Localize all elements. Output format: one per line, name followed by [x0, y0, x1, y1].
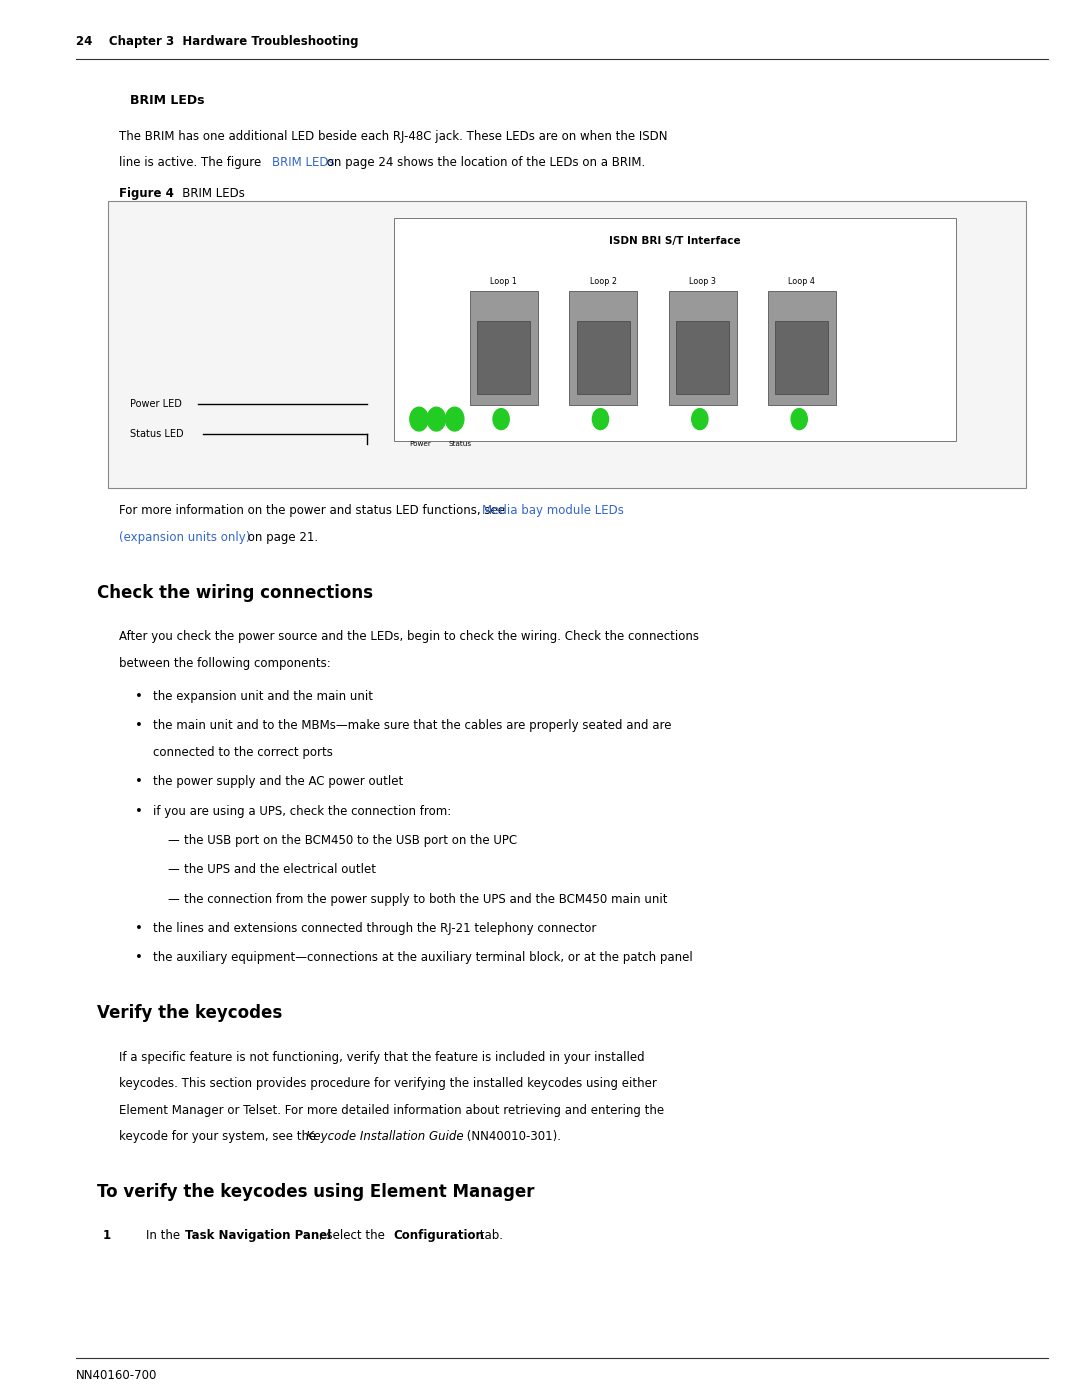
- Text: Task Navigation Panel: Task Navigation Panel: [186, 1229, 332, 1242]
- Text: •: •: [135, 951, 143, 964]
- Text: the connection from the power supply to both the UPS and the BCM450 main unit: the connection from the power supply to …: [184, 893, 667, 905]
- Text: After you check the power source and the LEDs, begin to check the wiring. Check : After you check the power source and the…: [119, 630, 699, 643]
- Text: Loop 1: Loop 1: [490, 277, 517, 285]
- Text: the UPS and the electrical outlet: the UPS and the electrical outlet: [184, 863, 376, 876]
- Text: the auxiliary equipment—connections at the auxiliary terminal block, or at the p: the auxiliary equipment—connections at t…: [153, 951, 693, 964]
- Text: if you are using a UPS, check the connection from:: if you are using a UPS, check the connec…: [153, 805, 451, 817]
- Text: If a specific feature is not functioning, verify that the feature is included in: If a specific feature is not functioning…: [119, 1051, 645, 1063]
- Bar: [669, 291, 737, 405]
- Text: —: —: [167, 834, 179, 847]
- Text: keycodes. This section provides procedure for verifying the installed keycodes u: keycodes. This section provides procedur…: [119, 1077, 657, 1090]
- Text: , select the: , select the: [320, 1229, 389, 1242]
- Text: To verify the keycodes using Element Manager: To verify the keycodes using Element Man…: [97, 1183, 535, 1201]
- Text: BRIM LEDs: BRIM LEDs: [130, 94, 204, 106]
- Circle shape: [428, 408, 446, 432]
- Text: 24    Chapter 3  Hardware Troubleshooting: 24 Chapter 3 Hardware Troubleshooting: [76, 35, 359, 47]
- Bar: [394, 218, 956, 441]
- Text: Loop 2: Loop 2: [590, 277, 617, 285]
- Text: Status: Status: [448, 441, 472, 447]
- Circle shape: [446, 408, 464, 432]
- Text: 1: 1: [103, 1229, 111, 1242]
- Circle shape: [492, 409, 510, 430]
- Text: •: •: [135, 805, 143, 817]
- Text: In the: In the: [146, 1229, 184, 1242]
- Text: Element Manager or Telset. For more detailed information about retrieving and en: Element Manager or Telset. For more deta…: [119, 1104, 664, 1116]
- Text: connected to the correct ports: connected to the correct ports: [153, 746, 334, 759]
- Text: BRIM LEDs: BRIM LEDs: [171, 187, 244, 200]
- Text: Power: Power: [409, 441, 431, 447]
- Bar: [569, 291, 637, 405]
- Text: Figure 4: Figure 4: [119, 187, 174, 200]
- Bar: [768, 291, 836, 405]
- Text: on page 24 shows the location of the LEDs on a BRIM.: on page 24 shows the location of the LED…: [323, 156, 645, 169]
- Text: keycode for your system, see the: keycode for your system, see the: [119, 1130, 320, 1143]
- Text: •: •: [135, 719, 143, 732]
- Text: •: •: [135, 775, 143, 788]
- Bar: [108, 201, 1026, 488]
- Text: tab.: tab.: [476, 1229, 503, 1242]
- Text: For more information on the power and status LED functions, see: For more information on the power and st…: [119, 504, 509, 517]
- Bar: [676, 321, 729, 394]
- Text: The BRIM has one additional LED beside each RJ-48C jack. These LEDs are on when : The BRIM has one additional LED beside e…: [119, 130, 667, 142]
- Text: Power LED: Power LED: [130, 398, 181, 409]
- Text: ISDN BRI S/T Interface: ISDN BRI S/T Interface: [609, 236, 741, 246]
- Text: the expansion unit and the main unit: the expansion unit and the main unit: [153, 690, 374, 703]
- Text: the main unit and to the MBMs—make sure that the cables are properly seated and : the main unit and to the MBMs—make sure …: [153, 719, 672, 732]
- Text: Loop 4: Loop 4: [788, 277, 815, 285]
- Text: the USB port on the BCM450 to the USB port on the UPC: the USB port on the BCM450 to the USB po…: [184, 834, 516, 847]
- Text: between the following components:: between the following components:: [119, 657, 330, 669]
- Text: Media bay module LEDs: Media bay module LEDs: [482, 504, 623, 517]
- Bar: [775, 321, 828, 394]
- Circle shape: [692, 409, 708, 430]
- Text: the power supply and the AC power outlet: the power supply and the AC power outlet: [153, 775, 404, 788]
- Text: Check the wiring connections: Check the wiring connections: [97, 584, 374, 602]
- Text: Keycode Installation Guide: Keycode Installation Guide: [306, 1130, 463, 1143]
- Text: •: •: [135, 690, 143, 703]
- Text: line is active. The figure: line is active. The figure: [119, 156, 265, 169]
- Text: BRIM LEDs: BRIM LEDs: [272, 156, 335, 169]
- Text: —: —: [167, 863, 179, 876]
- Text: Verify the keycodes: Verify the keycodes: [97, 1004, 283, 1023]
- Circle shape: [791, 409, 808, 430]
- Text: (expansion units only): (expansion units only): [119, 531, 251, 543]
- Text: —: —: [167, 893, 179, 905]
- Text: •: •: [135, 922, 143, 935]
- Text: on page 21.: on page 21.: [244, 531, 318, 543]
- Circle shape: [592, 409, 609, 430]
- Text: Configuration: Configuration: [393, 1229, 484, 1242]
- Text: Status LED: Status LED: [130, 429, 184, 440]
- Bar: [577, 321, 630, 394]
- Circle shape: [410, 408, 428, 432]
- Bar: [477, 321, 530, 394]
- Bar: [470, 291, 538, 405]
- Text: (NN40010-301).: (NN40010-301).: [463, 1130, 562, 1143]
- Text: NN40160-700: NN40160-700: [76, 1369, 157, 1382]
- Text: the lines and extensions connected through the RJ-21 telephony connector: the lines and extensions connected throu…: [153, 922, 597, 935]
- Text: Loop 3: Loop 3: [689, 277, 716, 285]
